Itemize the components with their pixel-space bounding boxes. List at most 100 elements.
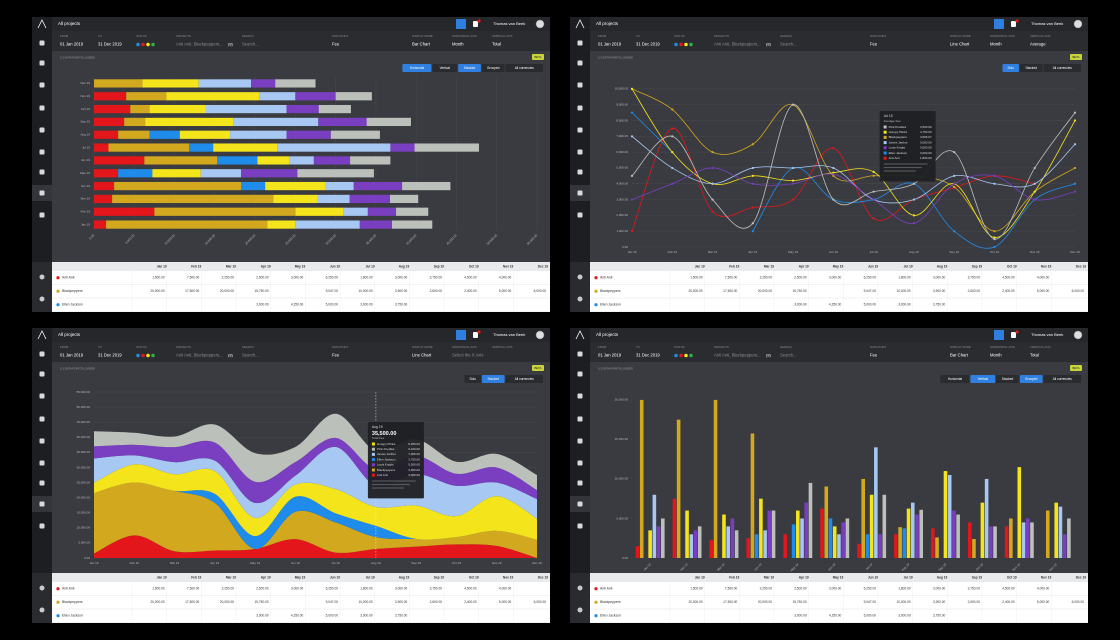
status-dot[interactable] [136,42,140,47]
sidebar-icon[interactable] [39,607,45,613]
filter-value[interactable]: Line Chart [950,42,970,47]
status-dot[interactable] [146,42,150,47]
sidebar-icon[interactable] [577,393,583,399]
toggle-button[interactable] [458,64,481,72]
sidebar-icon[interactable] [39,296,45,302]
toggle-button[interactable] [481,375,505,383]
status-dot[interactable] [684,42,688,47]
user-name[interactable]: Thomas van Beek [1031,21,1063,26]
sidebar-icon[interactable] [39,585,45,591]
filter-value[interactable]: Select the X Axis [452,353,483,358]
status-dot[interactable] [141,42,145,47]
toggle-button[interactable] [1019,375,1043,383]
sidebar-icon[interactable] [39,105,45,111]
filter-value[interactable]: 31 Dec 2019 [636,353,660,358]
sidebar-icon[interactable] [39,438,45,444]
sidebar-icon[interactable] [39,460,45,466]
sidebar-icon[interactable] [39,127,45,133]
sidebar-icon[interactable] [39,416,45,422]
filter-value[interactable]: Average [1030,42,1046,47]
filter-value[interactable]: Anti Anti, Blackpeppers... [714,42,761,47]
user-name[interactable]: Thomas van Beek [493,332,525,337]
toggle-button[interactable] [432,64,458,72]
sidebar-icon[interactable] [577,82,583,88]
filter-value[interactable]: Month [990,353,1002,358]
filter-value[interactable]: 01 Jan 2019 [598,42,622,47]
sidebar-icon[interactable] [39,274,45,280]
filter-value[interactable]: Anti Anti, Blackpeppers... [714,353,761,358]
sidebar-icon[interactable] [577,460,583,466]
sidebar-icon[interactable] [39,501,45,507]
status-dot[interactable] [689,42,693,47]
toggle-button[interactable] [1019,64,1043,72]
user-name[interactable]: Thomas van Beek [493,21,525,26]
sidebar-icon[interactable] [39,480,45,486]
toggle-button[interactable] [505,375,543,383]
sidebar-icon[interactable] [39,393,45,399]
status-dot[interactable] [146,353,150,358]
notifications[interactable] [473,21,478,27]
status-dot[interactable] [679,42,683,47]
sidebar-icon[interactable] [577,480,583,486]
status-dot[interactable] [674,42,678,47]
filter-value[interactable]: Line Chart [412,353,432,358]
filter-button[interactable] [456,330,466,340]
filter-value[interactable]: Anti Anti, Blackpeppers... [176,42,223,47]
toggle-button[interactable] [505,64,543,72]
sidebar-icon[interactable] [577,212,583,218]
toggle-button[interactable] [1043,64,1081,72]
sidebar-icon[interactable] [577,371,583,377]
notifications[interactable] [473,332,478,338]
status-dot[interactable] [151,353,155,358]
filter-value[interactable]: Anti Anti, Blackpeppers... [176,353,223,358]
sidebar-icon[interactable] [39,169,45,175]
sidebar-icon[interactable] [577,585,583,591]
filter-value[interactable]: Bar Chart [950,353,969,358]
sidebar-icon[interactable] [577,190,583,196]
toggle-button[interactable] [1002,64,1019,72]
filter-value[interactable]: Fee [870,42,878,47]
project-menu[interactable]: All projects [58,21,81,26]
filter-value[interactable]: Fee [870,353,878,358]
filter-value[interactable]: Month [990,42,1002,47]
toggle-button[interactable] [402,64,432,72]
sidebar-icon[interactable] [577,169,583,175]
user-name[interactable]: Thomas van Beek [1031,332,1063,337]
toggle-button[interactable] [481,64,505,72]
sidebar-icon[interactable] [577,501,583,507]
filter-button[interactable] [994,330,1004,340]
filter-value[interactable]: Month [452,42,464,47]
sidebar-icon[interactable] [39,351,45,357]
filter-value[interactable]: 01 Jan 2019 [60,353,84,358]
sidebar-icon[interactable] [39,82,45,88]
sidebar-icon[interactable] [577,351,583,357]
status-dot[interactable] [684,353,688,358]
filter-value[interactable]: Search... [242,42,259,47]
filter-value[interactable]: 31 Dec 2019 [636,42,660,47]
sidebar-icon[interactable] [577,105,583,111]
sidebar-icon[interactable] [39,212,45,218]
notifications[interactable] [1011,21,1016,27]
status-dot[interactable] [689,353,693,358]
sidebar-icon[interactable] [39,149,45,155]
sidebar-icon[interactable] [577,438,583,444]
notifications[interactable] [1011,332,1016,338]
sidebar-icon[interactable] [577,274,583,280]
sidebar-icon[interactable] [577,127,583,133]
sidebar-icon[interactable] [577,149,583,155]
sidebar-icon[interactable] [577,607,583,613]
filter-value[interactable]: Fee [332,353,340,358]
filter-value[interactable]: 31 Dec 2019 [98,353,122,358]
toggle-button[interactable] [970,375,996,383]
sidebar-icon[interactable] [577,523,583,529]
status-dot[interactable] [679,353,683,358]
toggle-button[interactable] [940,375,970,383]
filter-button[interactable] [456,19,466,29]
sidebar-icon[interactable] [39,371,45,377]
status-dot[interactable] [136,353,140,358]
filter-value[interactable]: Total [1030,353,1039,358]
sidebar-icon[interactable] [577,60,583,66]
sidebar-icon[interactable] [39,190,45,196]
filter-value[interactable]: Fee [332,42,340,47]
toggle-button[interactable] [1043,375,1081,383]
